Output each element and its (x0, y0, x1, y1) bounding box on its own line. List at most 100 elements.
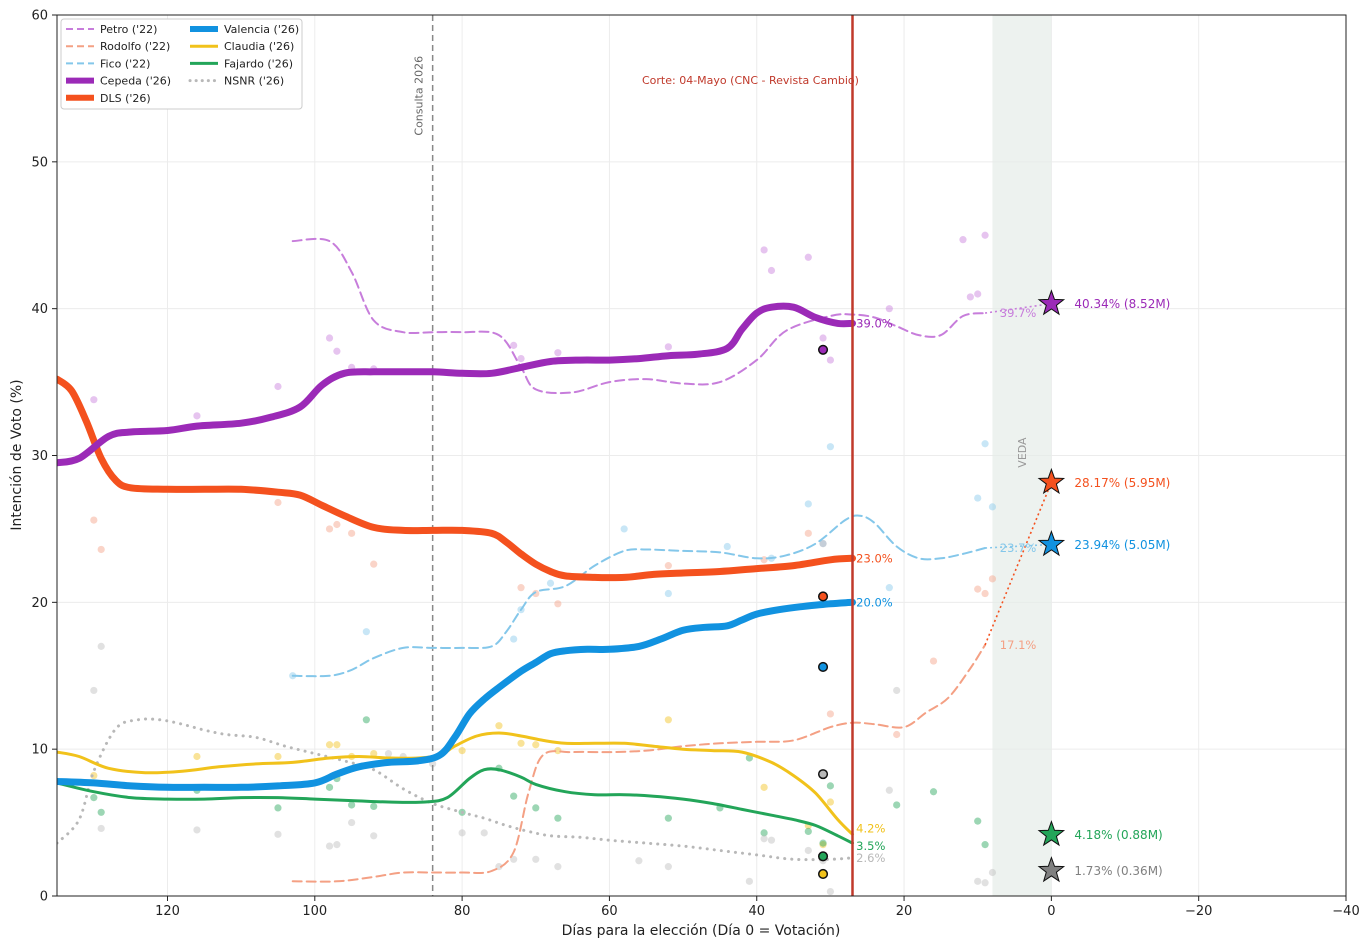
poll-point (723, 542, 731, 551)
series-line (57, 767, 854, 845)
x-tick-label: 40 (748, 904, 765, 919)
legend-entry-label: DLS ('26) (100, 92, 151, 105)
poll-point (333, 347, 341, 355)
series-end-label: 39.7% (1000, 306, 1037, 320)
poll-point (767, 836, 776, 844)
y-tick-label: 30 (31, 449, 48, 464)
poll-point (90, 516, 98, 524)
poll-point (348, 818, 356, 827)
poll-point (929, 657, 938, 665)
poll-point (554, 600, 562, 608)
poll-point (97, 824, 105, 833)
poll-point (90, 686, 98, 695)
poll-point (929, 788, 938, 796)
series-end-label: 23.0% (856, 551, 893, 565)
series-line (57, 302, 856, 467)
series-line (291, 643, 987, 883)
poll-point (362, 716, 370, 724)
series-end-label: 23.7% (1000, 541, 1037, 555)
result-star-icon (1037, 530, 1066, 557)
poll-point (362, 628, 370, 636)
poll-point (819, 839, 827, 847)
poll-point (510, 855, 518, 863)
poll-point (495, 722, 503, 730)
x-tick-label: 20 (896, 904, 913, 919)
y-tick-label: 50 (31, 155, 48, 170)
poll-point (966, 293, 974, 301)
poll-point (664, 343, 672, 351)
poll-point (826, 782, 835, 790)
poll-point (325, 741, 334, 749)
poll-point (90, 771, 98, 780)
poll-point (885, 305, 893, 313)
poll-point (760, 556, 768, 564)
poll-point (745, 877, 753, 885)
poll-point (664, 589, 672, 598)
result-star-label: 4.18% (0.88M) (1074, 828, 1162, 842)
poll-point (760, 246, 768, 254)
x-axis-label: Días para la elección (Día 0 = Votación) (562, 923, 841, 939)
legend-entry-label: Valencia ('26) (224, 23, 299, 36)
poll-point (804, 500, 812, 508)
poll-point (532, 804, 540, 812)
poll-point (981, 879, 989, 887)
poll-point (893, 730, 901, 739)
poll-point (885, 786, 893, 794)
series-line (291, 237, 987, 395)
poll-point (510, 341, 518, 349)
result-star-icon (1037, 820, 1066, 847)
poll-point (97, 808, 105, 816)
poll-point (274, 752, 282, 761)
y-tick-label: 40 (31, 302, 48, 317)
y-axis-label: Intención de Voto (%) (9, 379, 25, 530)
poll-point (510, 792, 518, 800)
poll-point (819, 334, 827, 342)
legend: Petro ('22) Rodolfo ('22) Fico ('22) Cepeda… (60, 18, 303, 110)
series-end-labels: 39.7% 17.1% 23.7% 39.0% 23.0% 20.0% 4.2% 3.5%2.… (856, 306, 1036, 865)
poll-point (554, 814, 562, 822)
poll-point (974, 585, 982, 593)
poll-point (804, 846, 812, 855)
poll-point (981, 440, 989, 448)
veda-label: VEDA (1016, 437, 1029, 468)
poll-point (517, 354, 525, 363)
poll-point (804, 529, 812, 537)
poll-point (826, 887, 835, 896)
result-star-label: 23.94% (5.05M) (1074, 538, 1170, 552)
grid-lines (57, 14, 1347, 897)
result-star-icon (1037, 467, 1066, 495)
poll-point (325, 842, 334, 850)
poll-point (348, 529, 356, 537)
poll-point (826, 798, 835, 806)
poll-point (333, 741, 341, 749)
projection-link (984, 302, 1052, 314)
veda-band: VEDA (992, 15, 1052, 896)
poll-point (664, 814, 672, 822)
poll-point (635, 857, 643, 865)
poll-point (974, 877, 982, 885)
latest-poll-markers (817, 344, 829, 880)
poll-point (97, 545, 105, 554)
poll-point (988, 868, 997, 877)
series-lines (57, 237, 987, 883)
consulta-marker: Consulta 2026 (413, 15, 434, 896)
series-end-label: 2.6% (856, 851, 885, 865)
poll-point (193, 826, 201, 834)
poll-point (458, 829, 466, 837)
poll-point (193, 752, 201, 761)
poll-point (620, 525, 628, 533)
legend-entry-label: Petro ('22) (100, 23, 157, 36)
projection-links (984, 302, 1053, 646)
poll-point (885, 584, 893, 592)
poll-point (804, 827, 812, 835)
poll-point (480, 829, 488, 837)
poll-point (826, 710, 835, 718)
poll-point (193, 412, 201, 420)
series-line (57, 375, 856, 582)
poll-point (664, 562, 672, 570)
y-tick-label: 10 (31, 743, 48, 758)
legend-box (60, 18, 303, 110)
poll-point (664, 863, 672, 871)
poll-point (959, 236, 967, 244)
legend-entry-label: Rodolfo ('22) (100, 40, 170, 53)
